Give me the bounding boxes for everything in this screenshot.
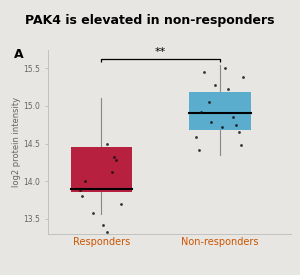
Point <box>230 115 235 119</box>
Y-axis label: log2 protein intensity: log2 protein intensity <box>12 97 21 187</box>
Point <box>80 194 85 198</box>
Point <box>196 147 201 152</box>
Point <box>83 179 88 183</box>
Point <box>118 202 123 206</box>
Point <box>112 155 116 159</box>
Point <box>114 158 119 162</box>
Point <box>194 135 199 140</box>
Text: PAK4 is elevated in non-responders: PAK4 is elevated in non-responders <box>25 14 275 27</box>
Point <box>105 230 110 235</box>
Point <box>207 100 212 104</box>
Point <box>239 143 244 147</box>
Point <box>104 141 109 146</box>
Text: A: A <box>14 48 24 61</box>
Point <box>78 188 82 192</box>
Text: **: ** <box>155 47 166 57</box>
Point <box>237 130 242 134</box>
Point <box>220 125 224 129</box>
Point <box>212 83 217 87</box>
Point <box>198 110 203 114</box>
Bar <box>189 92 251 130</box>
Point <box>202 70 206 74</box>
Point <box>223 66 228 70</box>
Point <box>233 122 238 127</box>
Point <box>241 75 246 79</box>
Point <box>226 87 231 92</box>
Point <box>101 222 106 227</box>
Point <box>110 170 114 174</box>
Point <box>90 211 95 216</box>
Bar <box>70 147 132 192</box>
Point <box>209 120 214 125</box>
